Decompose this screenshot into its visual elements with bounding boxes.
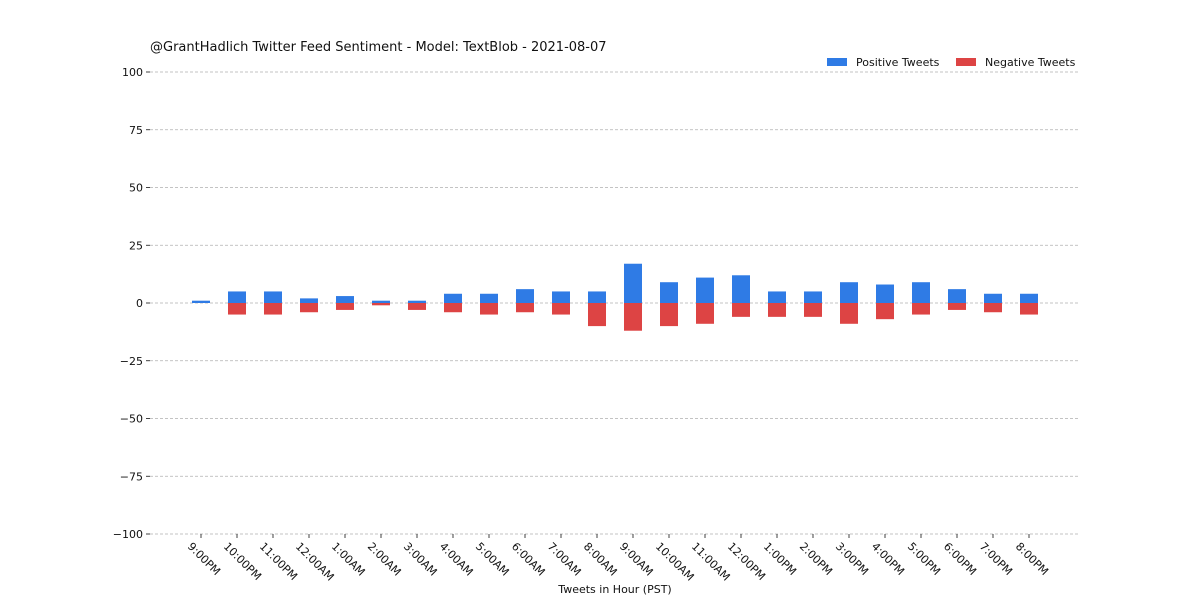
positive-bar-6:00AM [516, 289, 534, 303]
y-tick-label: 0 [136, 297, 143, 310]
positive-bar-8:00AM [588, 291, 606, 303]
negative-bar-12:00PM [732, 303, 750, 317]
negative-bar-5:00PM [912, 303, 930, 315]
x-tick-label: 9:00AM [617, 540, 656, 579]
y-tick-label: −100 [113, 528, 143, 541]
y-axis: 100 75 50 25 0 −25 −50 −75 −100 [113, 66, 150, 541]
legend: Positive Tweets Negative Tweets [827, 56, 1076, 69]
negative-bar-2:00PM [804, 303, 822, 317]
negative-bar-7:00PM [984, 303, 1002, 313]
y-tick-label: −75 [120, 470, 143, 483]
x-tick-label: 12:00PM [725, 540, 768, 583]
x-tick-label: 3:00PM [833, 540, 871, 578]
positive-bar-12:00PM [732, 275, 750, 303]
x-axis-label: Tweets in Hour (PST) [557, 583, 671, 596]
x-tick-label: 10:00PM [221, 540, 264, 583]
legend-label-positive: Positive Tweets [856, 56, 940, 69]
x-tick-label: 8:00AM [581, 540, 620, 579]
negative-bar-2:00AM [372, 303, 390, 306]
x-tick-label: 6:00AM [509, 540, 548, 579]
x-tick-label: 2:00AM [365, 540, 404, 579]
positive-bar-10:00AM [660, 282, 678, 303]
positive-bar-1:00PM [768, 291, 786, 303]
positive-bar-6:00PM [948, 289, 966, 303]
negative-bar-3:00PM [840, 303, 858, 324]
x-tick-label: 5:00PM [905, 540, 943, 578]
x-tick-label: 7:00PM [977, 540, 1015, 578]
positive-bar-11:00PM [264, 291, 282, 303]
positive-bar-5:00AM [480, 293, 498, 303]
positive-bar-3:00AM [408, 300, 426, 303]
negative-bar-6:00AM [516, 303, 534, 313]
x-tick-label: 6:00PM [941, 540, 979, 578]
negative-bar-4:00AM [444, 303, 462, 313]
positive-bar-12:00AM [300, 298, 318, 303]
positive-bar-8:00PM [1020, 293, 1038, 303]
negative-bar-1:00PM [768, 303, 786, 317]
positive-bar-9:00PM [192, 300, 210, 303]
chart-title: @GrantHadlich Twitter Feed Sentiment - M… [150, 40, 607, 55]
negative-bar-8:00AM [588, 303, 606, 327]
legend-swatch-positive [827, 58, 847, 66]
y-tick-label: −25 [120, 355, 143, 368]
positive-bar-3:00PM [840, 282, 858, 303]
positive-bar-7:00PM [984, 293, 1002, 303]
x-tick-label: 4:00PM [869, 540, 907, 578]
negative-bar-10:00AM [660, 303, 678, 327]
y-tick-label: 25 [129, 239, 143, 252]
negative-bar-5:00AM [480, 303, 498, 315]
negative-bar-10:00PM [228, 303, 246, 315]
y-tick-label: −50 [120, 413, 143, 426]
y-tick-label: 50 [129, 182, 143, 195]
bars [192, 263, 1038, 331]
positive-bar-4:00PM [876, 284, 894, 303]
legend-swatch-negative [956, 58, 976, 66]
negative-bar-3:00AM [408, 303, 426, 310]
negative-bar-9:00AM [624, 303, 642, 331]
x-tick-label: 4:00AM [437, 540, 476, 579]
positive-bar-11:00AM [696, 277, 714, 303]
grid-lines [150, 71, 1080, 535]
positive-bar-10:00PM [228, 291, 246, 303]
positive-bar-2:00PM [804, 291, 822, 303]
x-tick-label: 10:00AM [653, 540, 697, 584]
y-tick-label: 75 [129, 124, 143, 137]
x-tick-label: 8:00PM [1013, 540, 1051, 578]
negative-bar-8:00PM [1020, 303, 1038, 315]
x-tick-label: 11:00AM [689, 540, 733, 584]
x-axis: 9:00PM10:00PM11:00PM12:00AM1:00AM2:00AM3… [185, 534, 1051, 584]
negative-bar-11:00AM [696, 303, 714, 324]
positive-bar-5:00PM [912, 282, 930, 303]
positive-bar-7:00AM [552, 291, 570, 303]
negative-bar-11:00PM [264, 303, 282, 315]
positive-bar-4:00AM [444, 293, 462, 303]
x-tick-label: 12:00AM [293, 540, 337, 584]
legend-label-negative: Negative Tweets [985, 56, 1076, 69]
negative-bar-12:00AM [300, 303, 318, 313]
positive-bar-2:00AM [372, 300, 390, 303]
y-tick-label: 100 [122, 66, 143, 79]
x-tick-label: 9:00PM [185, 540, 223, 578]
positive-bar-9:00AM [624, 263, 642, 303]
negative-bar-6:00PM [948, 303, 966, 310]
x-tick-label: 5:00AM [473, 540, 512, 579]
x-tick-label: 3:00AM [401, 540, 440, 579]
x-tick-label: 7:00AM [545, 540, 584, 579]
negative-bar-7:00AM [552, 303, 570, 315]
positive-bar-1:00AM [336, 296, 354, 303]
negative-bar-1:00AM [336, 303, 354, 310]
negative-bar-4:00PM [876, 303, 894, 320]
x-tick-label: 2:00PM [797, 540, 835, 578]
x-tick-label: 11:00PM [257, 540, 300, 583]
